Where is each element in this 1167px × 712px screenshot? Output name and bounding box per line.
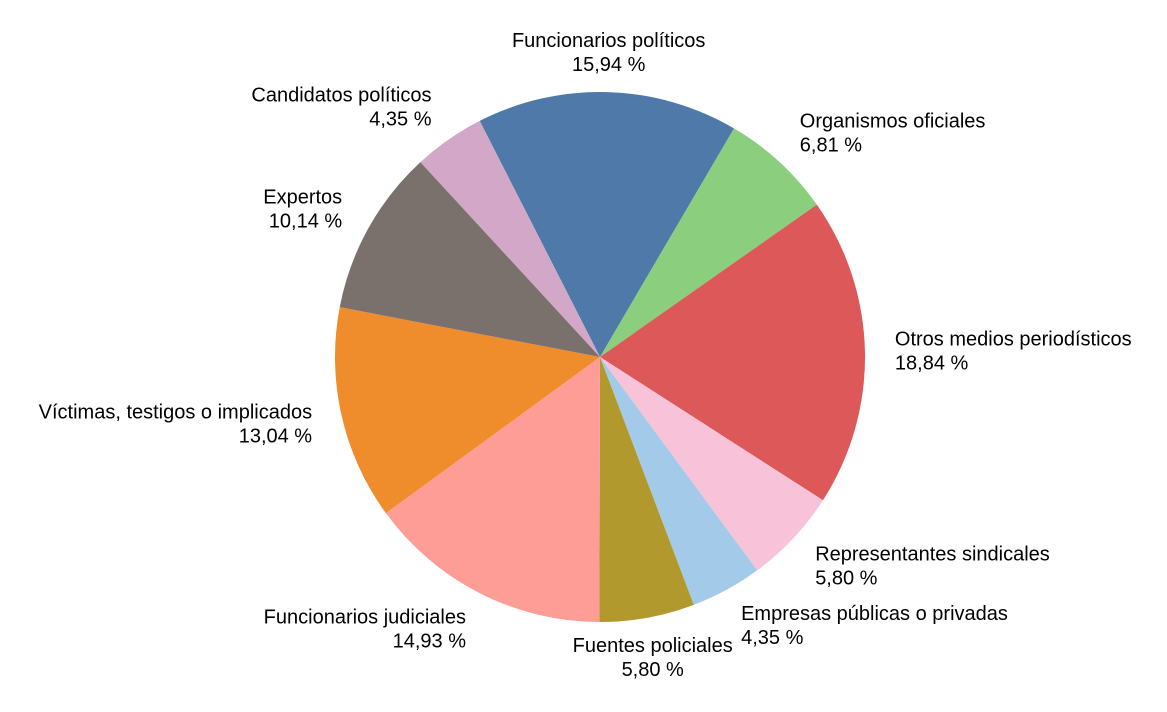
pie-label-percent: 5,80 % [622, 659, 684, 681]
pie-slice-funcionarios-judiciales [385, 357, 600, 622]
pie-label-percent: 6,81 % [800, 135, 862, 157]
pie-label-category: Candidatos políticos [251, 85, 431, 107]
pie-label-percent: 13,04 % [239, 426, 313, 448]
pie-slice-funcionarios-politicos [479, 91, 735, 357]
pie-label-category: Fuentes policiales [573, 635, 733, 657]
pie-label-fuentes-policiales: Fuentes policiales 5,80 % [573, 635, 733, 681]
pie-label-funcionarios-politicos: Funcionarios políticos 15,94 % [512, 30, 705, 76]
pie-label-organismos-oficiales: Organismos oficiales 6,81 % [800, 111, 986, 157]
pie-label-category: Organismos oficiales [800, 111, 986, 133]
pie-label-category: Empresas públicas o privadas [741, 603, 1008, 625]
pie-slice-fuentes-policiales [599, 357, 694, 623]
pie-label-category: Funcionarios políticos [512, 30, 705, 52]
pie-label-category: Víctimas, testigos o implicados [39, 402, 312, 424]
pie-label-percent: 4,35 % [741, 627, 803, 649]
pie-label-percent: 5,80 % [815, 568, 877, 590]
pie-slice-representantes-sindicales [600, 357, 823, 571]
pie-slice-candidatos-politicos [420, 120, 600, 357]
pie-label-percent: 14,93 % [393, 631, 467, 653]
pie-label-empresas-publicas-o-privadas: Empresas públicas o privadas 4,35 % [741, 603, 1008, 649]
pie-label-category: Expertos [263, 187, 342, 209]
pie-label-percent: 4,35 % [369, 109, 431, 131]
pie-label-victimas-testigos-o-implicados: Víctimas, testigos o implicados 13,04 % [39, 402, 313, 448]
pie-label-category: Funcionarios judiciales [264, 607, 466, 629]
pie-slice-otros-medios-periodisticos [600, 204, 866, 501]
pie-label-expertos: Expertos 10,14 % [263, 187, 342, 233]
pie-label-otros-medios-periodisticos: Otros medios periodísticos 18,84 % [895, 329, 1132, 375]
pie-label-funcionarios-judiciales: Funcionarios judiciales 14,93 % [264, 607, 467, 653]
pie-label-percent: 15,94 % [572, 54, 646, 76]
pie-slice-organismos-oficiales [600, 128, 817, 357]
pie-label-percent: 18,84 % [895, 353, 969, 375]
pie-slice-expertos [339, 162, 600, 357]
pie-label-category: Representantes sindicales [815, 544, 1050, 566]
pie-label-representantes-sindicales: Representantes sindicales 5,80 % [815, 544, 1050, 590]
pie-slice-empresas-publicas-o-privadas [600, 357, 758, 605]
pie-label-category: Otros medios periodísticos [895, 329, 1132, 351]
pie-label-percent: 10,14 % [269, 211, 343, 233]
pie-slice-victimas-testigos-o-implicados [335, 307, 600, 514]
pie-label-candidatos-politicos: Candidatos políticos 4,35 % [251, 85, 431, 131]
